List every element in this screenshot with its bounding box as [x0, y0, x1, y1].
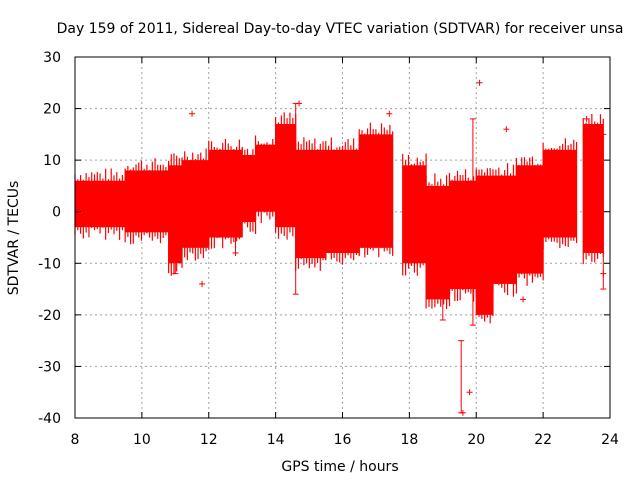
x-tick-label: 12 — [200, 432, 218, 448]
x-tick-label: 14 — [267, 432, 285, 448]
data-band — [583, 124, 604, 253]
data-band — [242, 154, 256, 223]
data-point — [503, 126, 510, 133]
axes: 8 10 12 14 16 18 20 22 24 -40 -30 -20 -10 0 10 20 30 — [38, 50, 619, 448]
y-tick-label: -30 — [38, 359, 61, 375]
data-layer — [74, 79, 607, 416]
x-tick-label: 22 — [534, 432, 552, 448]
x-tick-label: 10 — [133, 432, 151, 448]
data-point — [189, 110, 196, 117]
y-tick-label: 0 — [52, 205, 61, 221]
data-point — [583, 115, 590, 122]
y-tick-label: -10 — [38, 256, 61, 272]
data-point — [386, 110, 393, 117]
chart-title: Day 159 of 2011, Sidereal Day-to-day VTE… — [57, 21, 624, 37]
y-tick-label: 30 — [43, 50, 61, 66]
y-tick-label: -40 — [38, 411, 61, 427]
x-axis-label: GPS time / hours — [281, 459, 398, 475]
y-tick-label: 20 — [43, 102, 61, 118]
data-point — [459, 409, 466, 416]
data-band — [275, 124, 296, 228]
data-point — [520, 296, 527, 303]
data-point — [296, 100, 303, 107]
x-tick-label: 24 — [601, 432, 619, 448]
y-axis-label: SDTVAR / TECUs — [6, 181, 22, 296]
data-band — [255, 144, 276, 212]
x-tick-label: 20 — [467, 432, 485, 448]
data-point — [476, 79, 483, 86]
y-tick-label: -20 — [38, 308, 61, 324]
x-tick-label: 16 — [334, 432, 352, 448]
x-tick-label: 18 — [400, 432, 418, 448]
data-point — [600, 270, 607, 277]
data-point — [232, 249, 239, 256]
data-band — [295, 149, 326, 259]
y-tick-label: 10 — [43, 153, 61, 169]
x-tick-label: 8 — [71, 432, 80, 448]
data-point — [199, 280, 206, 287]
data-point — [466, 389, 473, 396]
